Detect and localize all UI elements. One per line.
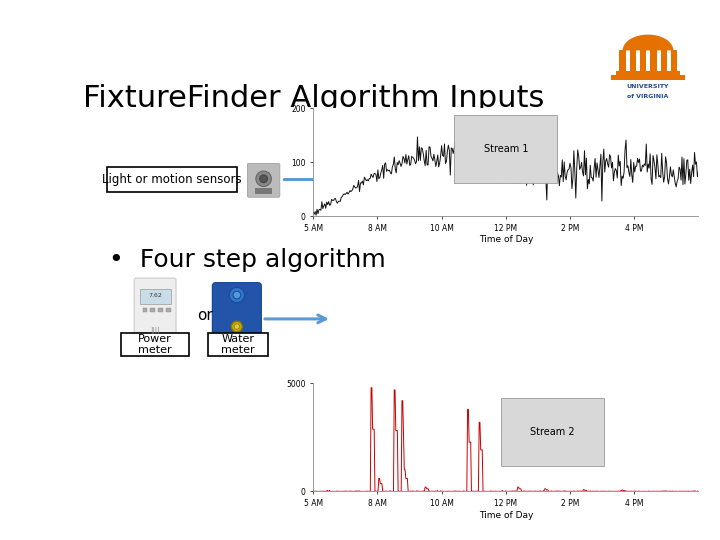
Bar [640, 50, 647, 72]
Text: •  Four step algorithm: • Four step algorithm [109, 248, 386, 272]
Text: FixtureFinder Algorithm Inputs: FixtureFinder Algorithm Inputs [83, 84, 544, 112]
Bar [650, 50, 657, 72]
Text: of VIRGINIA: of VIRGINIA [627, 93, 669, 99]
Text: Power
meter: Power meter [138, 334, 172, 355]
Bar [255, 188, 272, 194]
X-axis label: Time of Day: Time of Day [479, 511, 533, 520]
Bar [671, 50, 678, 72]
Text: Stream 2: Stream 2 [530, 427, 575, 437]
FancyBboxPatch shape [248, 164, 280, 197]
Text: Stream 1: Stream 1 [484, 144, 528, 154]
Wedge shape [623, 35, 673, 50]
FancyBboxPatch shape [121, 333, 189, 356]
FancyBboxPatch shape [107, 167, 238, 192]
FancyBboxPatch shape [208, 333, 269, 356]
Circle shape [229, 287, 245, 303]
Text: or: or [197, 308, 212, 322]
Circle shape [256, 171, 271, 186]
FancyBboxPatch shape [212, 283, 261, 339]
Circle shape [231, 321, 243, 332]
Bar [158, 308, 163, 312]
Text: 7.62: 7.62 [148, 293, 162, 298]
X-axis label: Time of Day: Time of Day [479, 235, 533, 245]
Bar [661, 50, 667, 72]
FancyBboxPatch shape [134, 278, 176, 340]
FancyBboxPatch shape [140, 289, 171, 304]
Bar [616, 71, 680, 76]
Text: UNIVERSITY: UNIVERSITY [626, 84, 670, 89]
Bar [629, 50, 636, 72]
Circle shape [233, 291, 240, 299]
Bar [166, 308, 171, 312]
Text: ||||: |||| [150, 327, 160, 334]
Text: Water
meter: Water meter [221, 334, 255, 355]
Circle shape [234, 324, 240, 329]
Bar [611, 75, 685, 80]
Circle shape [260, 175, 267, 183]
Bar [619, 50, 626, 72]
Bar [143, 308, 148, 312]
Text: Light or motion sensors: Light or motion sensors [102, 173, 242, 186]
Bar [150, 308, 155, 312]
